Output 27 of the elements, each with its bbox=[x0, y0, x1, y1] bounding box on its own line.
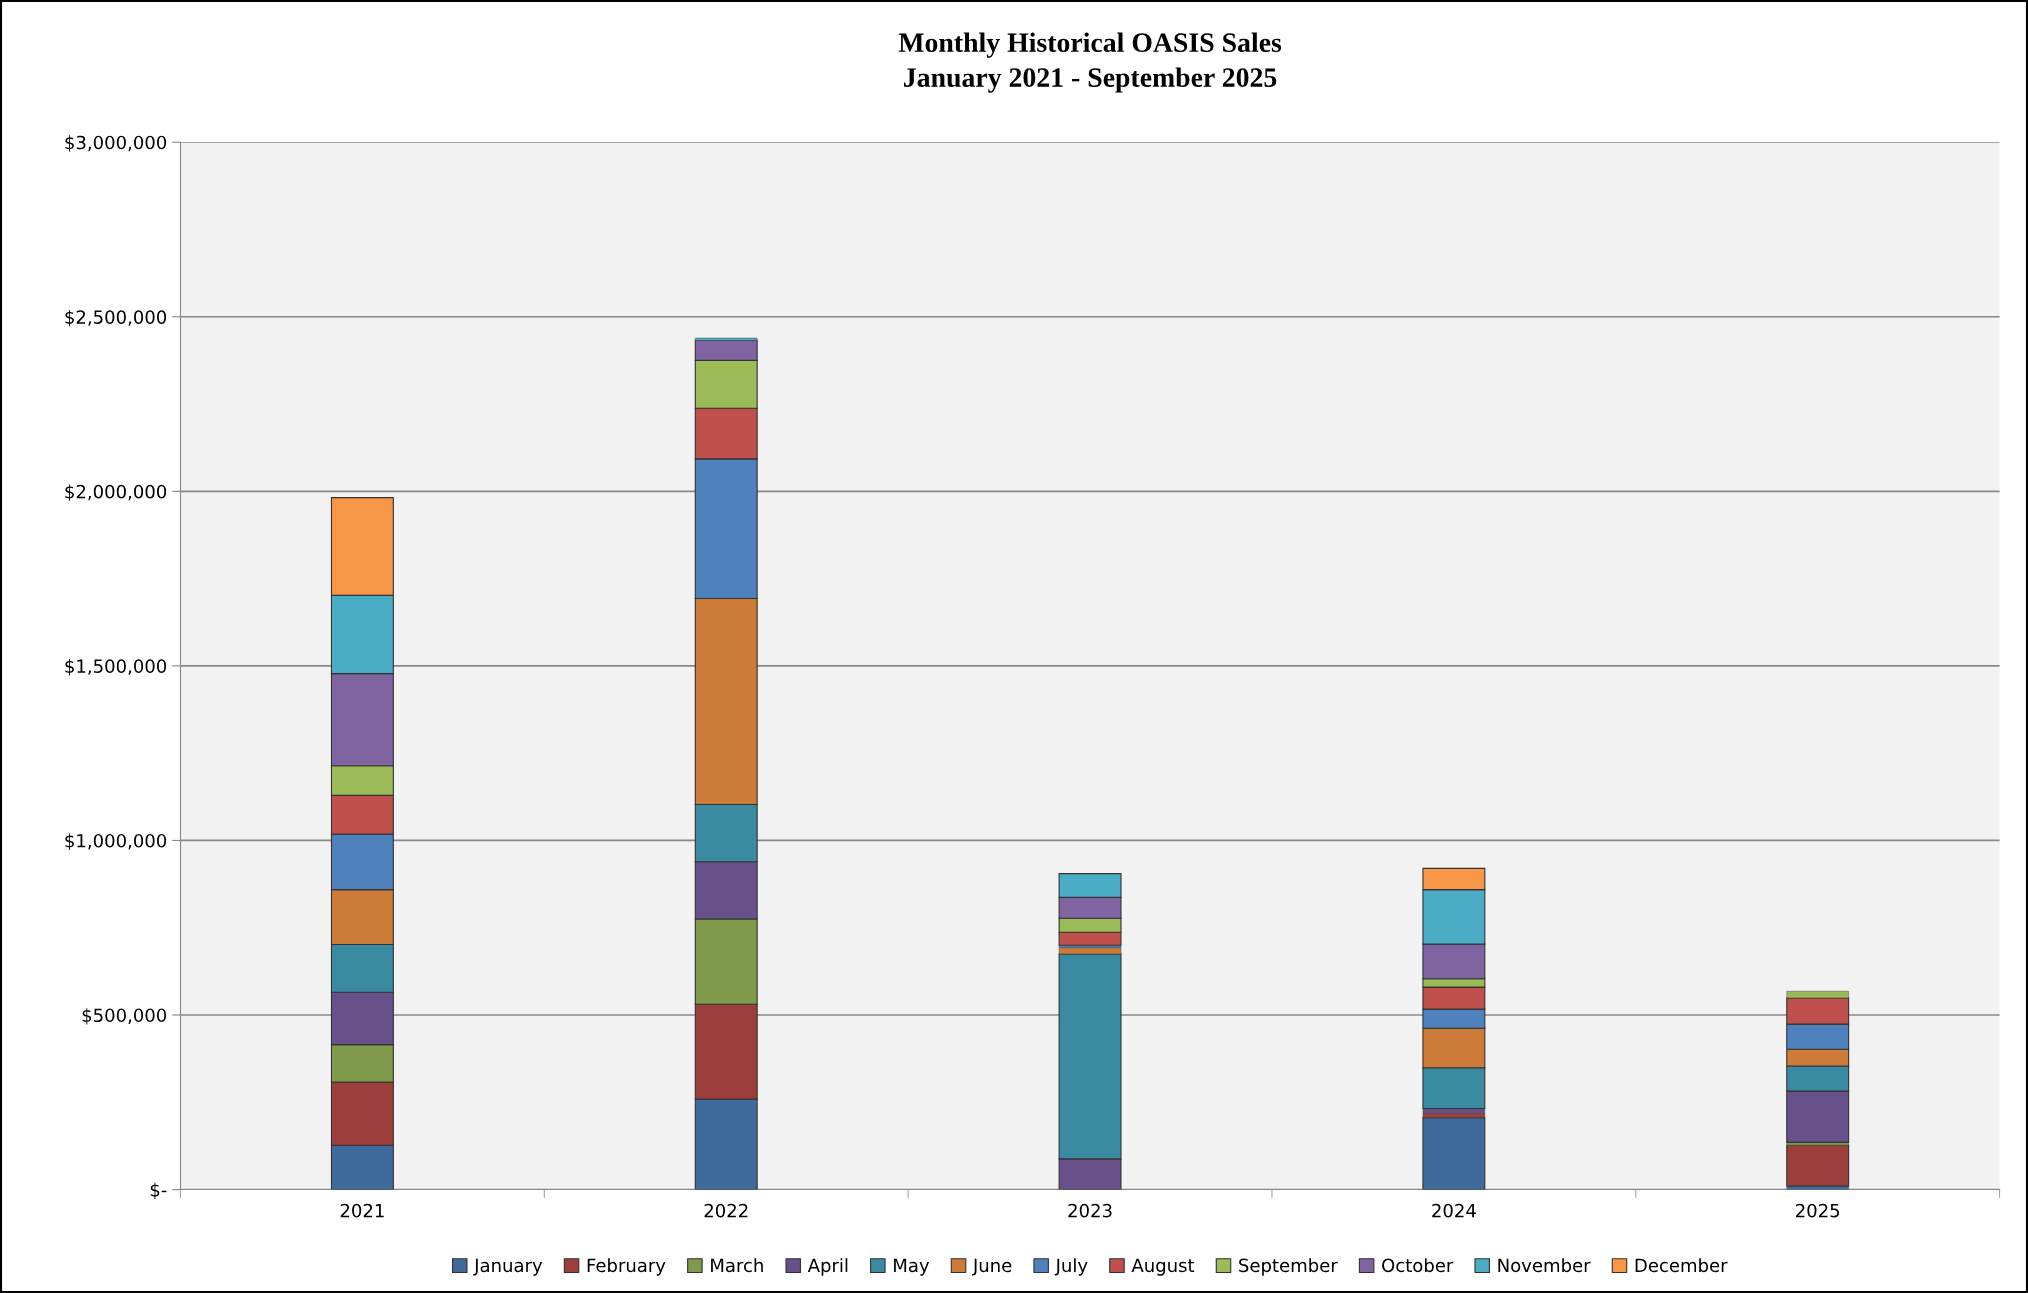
legend-label: April bbox=[807, 1258, 848, 1276]
legend-label: May bbox=[894, 1258, 930, 1276]
x-tick-label: 2022 bbox=[704, 1203, 748, 1218]
legend-label: February bbox=[587, 1258, 666, 1276]
y-tick-label: $2,500,000 bbox=[65, 309, 167, 327]
y-tick-label: $2,000,000 bbox=[65, 484, 167, 501]
x-tick-label: 2021 bbox=[340, 1203, 384, 1218]
y-tick-label: $1,000,000 bbox=[65, 833, 167, 850]
legend-label: September bbox=[1239, 1258, 1338, 1276]
legend-label: August bbox=[1131, 1258, 1195, 1276]
y-tick-label: $1,500,000 bbox=[65, 659, 167, 676]
y-tick-label: $- bbox=[150, 1182, 167, 1200]
bar bbox=[1786, 1144, 1850, 1187]
legend-label: March bbox=[711, 1258, 763, 1273]
legend-label: November bbox=[1498, 1258, 1591, 1273]
x-tick-label: 2024 bbox=[1432, 1203, 1476, 1218]
y-tick-label: $500,000 bbox=[82, 1008, 167, 1025]
chart-title: Monthly Historical OASIS Sales January 2021 - September 2025 bbox=[898, 32, 1282, 93]
bar bbox=[1422, 1117, 1486, 1190]
x-tick-label: 2023 bbox=[1068, 1203, 1112, 1218]
legend-label: June bbox=[972, 1258, 1012, 1276]
y-tick-label: $3,000,000 bbox=[65, 135, 167, 152]
legend-label: January bbox=[473, 1258, 543, 1276]
legend-label: December bbox=[1635, 1258, 1728, 1273]
x-tick-label: 2025 bbox=[1796, 1203, 1840, 1218]
legend-label: July bbox=[1054, 1258, 1088, 1276]
legend-label: October bbox=[1382, 1258, 1454, 1273]
